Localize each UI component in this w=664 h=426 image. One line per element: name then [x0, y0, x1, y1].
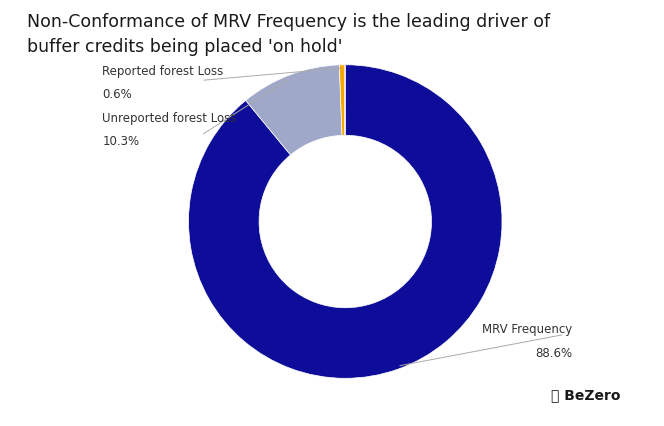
Text: 10.3%: 10.3% [102, 135, 139, 148]
Wedge shape [189, 65, 502, 378]
Text: Reported forest Loss: Reported forest Loss [102, 65, 224, 78]
Text: 88.6%: 88.6% [535, 347, 572, 360]
Wedge shape [246, 65, 342, 155]
Wedge shape [339, 65, 345, 135]
Text: Unreported forest Loss: Unreported forest Loss [102, 112, 236, 125]
Text: Non-Conformance of MRV Frequency is the leading driver of
buffer credits being p: Non-Conformance of MRV Frequency is the … [27, 13, 550, 56]
Text: 0.6%: 0.6% [102, 88, 132, 101]
Text: MRV Frequency: MRV Frequency [482, 323, 572, 337]
Text: ⯈ BeZero: ⯈ BeZero [551, 389, 621, 403]
